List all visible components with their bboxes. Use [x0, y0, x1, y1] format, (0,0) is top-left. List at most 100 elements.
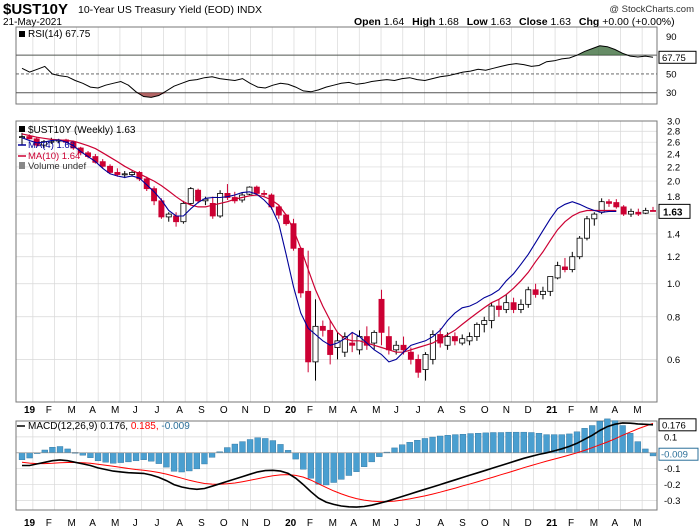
macd-histogram-bar [528, 432, 535, 453]
price-time-axis-label: D [263, 405, 270, 416]
price-last-value-label: 1.63 [663, 207, 683, 218]
macd-histogram-bar [140, 452, 147, 460]
macd-time-axis-label: M [590, 518, 598, 529]
macd-histogram-bar [482, 432, 489, 453]
macd-histogram-bar [391, 447, 398, 453]
macd-time-axis-label: M [111, 518, 119, 529]
price-candle [378, 298, 385, 333]
price-legend-marker [19, 126, 25, 132]
macd-time-axis-label: J [133, 518, 138, 529]
chart-description: 10-Year US Treasury Yield (EOD) INDX [78, 4, 262, 16]
price-candle [591, 213, 598, 220]
macd-time-axis-label: F [307, 518, 313, 529]
price-candle [180, 202, 187, 223]
price-candle [187, 188, 194, 204]
ma10-line [21, 133, 617, 353]
price-candle [459, 338, 466, 344]
macd-signal-line [21, 422, 654, 503]
macd-histogram-bar [155, 452, 162, 464]
price-tick-label: 1.0 [667, 279, 680, 290]
macd-histogram-bar [64, 448, 71, 453]
stockcharts-watermark: @ StockCharts.com [609, 4, 694, 15]
volume-legend-swatch [19, 162, 25, 169]
price-candle [488, 305, 495, 321]
price-tick-label: 2.0 [667, 177, 680, 188]
macd-time-axis-label: A [437, 518, 444, 529]
price-candle [466, 336, 473, 342]
price-frame [15, 120, 658, 403]
macd-histogram-bar [125, 452, 132, 463]
macd-histogram-bar [497, 432, 505, 453]
price-candle [503, 302, 510, 310]
price-time-axis-label: M [372, 405, 380, 416]
price-candle [312, 325, 319, 363]
price-candle [253, 186, 260, 194]
price-candle [495, 305, 502, 310]
price-time-axis-label: D [524, 405, 531, 416]
price-candle [121, 173, 128, 176]
macd-histogram-bar [292, 452, 299, 460]
macd-histogram-bar [49, 446, 56, 453]
price-candle [195, 189, 202, 202]
macd-histogram-bar [649, 452, 657, 457]
macd-panel: 0.10.0-0.1-0.2-0.30.176-0.009MACD(12,26,… [15, 418, 699, 511]
high-value: 1.68 [438, 16, 459, 28]
price-tick-label: 2.4 [667, 150, 680, 161]
volume-legend: Volume undef [28, 161, 86, 172]
price-candle [481, 320, 488, 325]
ohlc-readout: Open 1.64 High 1.68 Low 1.63 Close 1.63 … [354, 16, 680, 28]
price-candle [517, 303, 524, 310]
price-candle [576, 237, 583, 258]
macd-histogram-bar [315, 452, 322, 485]
price-legend: $UST10Y (Weekly) 1.63 [28, 125, 136, 136]
price-candle [444, 336, 451, 346]
macd-histogram-bar [520, 431, 527, 453]
macd-histogram-bar [269, 440, 277, 453]
macd-time-axis-label: N [242, 518, 249, 529]
macd-tick-label: -0.2 [664, 480, 680, 491]
macd-histogram-bar [110, 452, 117, 464]
macd-histogram-bar [414, 439, 421, 453]
price-candle [620, 206, 627, 215]
price-candle [217, 193, 224, 217]
price-tick-label: 1.8 [667, 192, 680, 203]
rsi-overbought-fill [22, 45, 653, 56]
price-time-axis-label: A [176, 405, 183, 416]
macd-histogram-bar [406, 442, 413, 453]
price-time-axis-label: S [459, 405, 466, 416]
macd-histogram-bar [475, 433, 482, 453]
price-tick-label: 2.8 [667, 127, 680, 138]
macd-time-axis-label: 20 [285, 518, 297, 529]
chg-label: Chg [578, 16, 600, 28]
macd-histogram-bar [535, 433, 543, 453]
macd-legend-prefix: MACD(12,26,9) 0.176, [28, 421, 131, 432]
macd-histogram-bar [627, 433, 634, 453]
macd-hist-last-label: -0.009 [661, 450, 688, 461]
macd-histogram-bar [376, 452, 383, 457]
macd-time-axis-label: F [46, 518, 52, 529]
macd-histogram-bar [490, 432, 497, 453]
price-candle [209, 202, 216, 217]
macd-time-axis-label: S [198, 518, 205, 529]
macd-histogram-bar [467, 433, 474, 453]
macd-frame [15, 420, 658, 511]
macd-histogram-bar [566, 433, 573, 453]
price-tick-label: 2.6 [667, 138, 680, 149]
rsi-tick-label: 90 [666, 32, 677, 43]
macd-histogram-bar [505, 431, 512, 453]
price-time-axis-label: A [437, 405, 444, 416]
price-candle [407, 351, 414, 360]
macd-time-axis-label: D [263, 518, 270, 529]
price-tick-label: 2.2 [667, 162, 680, 173]
macd-histogram-bar [193, 452, 200, 470]
macd-tick-label: 0.1 [664, 432, 677, 443]
macd-histogram-bar [254, 437, 261, 453]
price-time-axis-label: N [503, 405, 510, 416]
price-candle [99, 161, 106, 167]
macd-time-axis-label: M [633, 518, 641, 529]
rsi-tick-label: 50 [666, 69, 677, 80]
macd-histogram-bar [186, 452, 193, 472]
macd-legend: MACD(12,26,9) 0.176, 0.185, -0.009 [28, 421, 190, 432]
